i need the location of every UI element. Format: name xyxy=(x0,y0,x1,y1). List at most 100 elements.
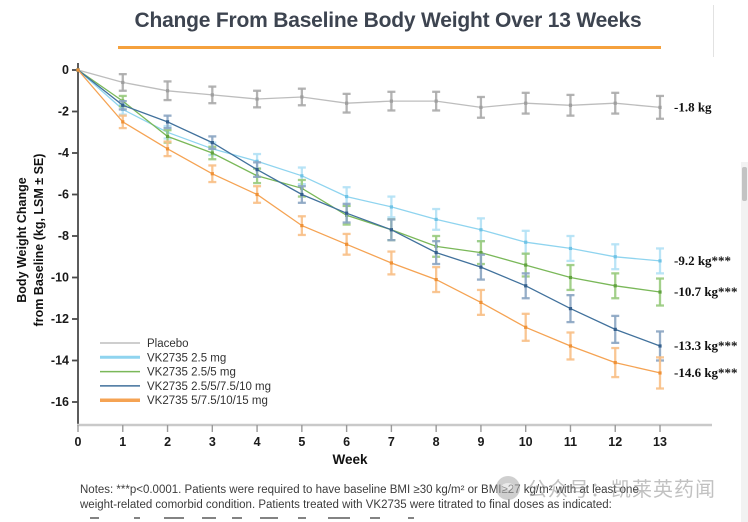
data-point xyxy=(568,275,573,280)
y-axis-title-line-2: from Baseline (kg, LSM ± SE) xyxy=(32,154,46,327)
y-tick-label: -10 xyxy=(51,271,69,285)
y-tick-label: -16 xyxy=(51,395,69,409)
axes: 0-2-4-6-8-10-12-14-160 1 2 3 4 5 6 7 8 9 10 11 12 13W… xyxy=(15,63,712,467)
y-tick-label: -6 xyxy=(58,188,69,202)
wechat-logo-icon xyxy=(496,475,520,500)
end-value-label: -10.7 kg*** xyxy=(674,284,738,299)
data-point xyxy=(210,151,214,155)
data-point xyxy=(524,263,528,267)
data-point xyxy=(479,105,483,109)
y-tick-label: -8 xyxy=(58,229,69,243)
data-point xyxy=(345,242,349,246)
data-point xyxy=(613,284,617,288)
watermark: 公众号：凯莱英药闻 xyxy=(496,473,716,502)
x-tick-label: 1 xyxy=(119,435,126,449)
data-point xyxy=(568,246,573,251)
data-point xyxy=(76,68,80,72)
x-axis-title: Week xyxy=(332,452,368,467)
data-point xyxy=(300,192,304,197)
data-point xyxy=(479,228,483,232)
footnote-line-2: weight-related comorbid condition. Patie… xyxy=(80,499,612,511)
data-point xyxy=(210,172,214,176)
x-tick-label: 12 xyxy=(608,435,622,449)
series-line xyxy=(77,69,661,293)
watermark-text: 公众号：凯莱英药闻 xyxy=(527,479,716,501)
data-point xyxy=(165,147,170,151)
x-tick-label: 3 xyxy=(209,435,216,449)
end-value-label: -1.8 kg xyxy=(674,99,712,114)
x-tick-label: 0 xyxy=(75,435,82,449)
data-point xyxy=(121,120,125,124)
data-point xyxy=(568,307,573,311)
data-point xyxy=(613,327,617,331)
y-tick-label: -4 xyxy=(58,146,69,160)
series-line xyxy=(77,69,661,374)
data-point xyxy=(210,93,214,97)
y-tick-label: 0 xyxy=(62,63,69,77)
data-point xyxy=(524,325,528,329)
data-point xyxy=(658,344,662,348)
legend-label: VK2735 5/7.5/10/15 mg xyxy=(147,395,268,407)
data-point xyxy=(479,265,483,269)
data-point xyxy=(568,103,573,107)
end-value-label: -13.3 kg*** xyxy=(674,338,738,353)
data-point xyxy=(389,99,393,103)
scrollbar-track[interactable] xyxy=(741,162,748,522)
data-point xyxy=(658,290,662,294)
series-line xyxy=(77,69,661,262)
x-tick-label: 13 xyxy=(653,435,667,449)
cutoff-text-fragments xyxy=(90,517,510,521)
x-tick-label: 7 xyxy=(388,435,395,449)
data-point xyxy=(434,217,438,221)
data-point xyxy=(658,259,662,263)
data-point xyxy=(434,277,438,282)
x-tick-label: 11 xyxy=(564,435,577,449)
data-point xyxy=(613,255,617,259)
y-tick-label: -12 xyxy=(51,312,69,326)
end-value-label: -14.6 kg*** xyxy=(674,365,738,380)
y-tick-label: -2 xyxy=(58,105,69,119)
data-point xyxy=(255,97,259,101)
x-tick-label: 5 xyxy=(298,435,305,449)
data-point xyxy=(300,174,304,178)
body-weight-line-chart: 0-2-4-6-8-10-12-14-160 1 2 3 4 5 6 7 8 9 10 11 12 13W… xyxy=(15,63,738,467)
x-tick-label: 8 xyxy=(433,435,440,449)
y-axis-title-line-1: Body Weight Change xyxy=(15,177,29,303)
x-tick-label: 2 xyxy=(164,435,171,449)
series-4: -14.6 kg*** xyxy=(76,68,738,390)
legend-label: VK2735 2.5/5 mg xyxy=(147,367,236,379)
end-value-label: -9.2 kg*** xyxy=(674,253,731,268)
data-point xyxy=(389,228,393,232)
data-point xyxy=(479,300,483,304)
data-point xyxy=(389,205,393,209)
data-point xyxy=(121,80,125,85)
x-tick-label: 10 xyxy=(519,435,533,449)
y-tick-label: -14 xyxy=(51,354,69,368)
data-point xyxy=(524,284,528,288)
data-point xyxy=(300,95,304,99)
data-point xyxy=(658,105,662,109)
series-1: -9.2 kg*** xyxy=(76,68,731,275)
top-right-divider xyxy=(713,5,714,57)
data-point xyxy=(255,192,259,197)
legend: Placebo VK2735 2.5 mg VK2735 2.5/5 mg VK273… xyxy=(100,338,271,407)
data-point xyxy=(568,344,573,348)
series-line xyxy=(77,69,661,109)
data-point xyxy=(613,101,617,105)
data-point xyxy=(165,89,170,93)
data-point xyxy=(345,101,349,105)
data-point xyxy=(389,261,393,265)
series-line xyxy=(77,69,661,347)
data-point xyxy=(658,371,662,375)
x-tick-label: 9 xyxy=(477,435,484,449)
chart-title: Change From Baseline Body Weight Over 13… xyxy=(134,9,642,32)
data-point xyxy=(434,251,438,255)
data-point xyxy=(300,224,304,228)
x-tick-label: 6 xyxy=(343,435,350,449)
title-underline xyxy=(118,46,661,49)
legend-label: VK2735 2.5 mg xyxy=(147,352,226,364)
x-tick-label: 4 xyxy=(254,435,261,449)
series-2: -10.7 kg*** xyxy=(76,68,738,307)
scrollbar-thumb[interactable] xyxy=(742,167,747,201)
legend-label: VK2735 2.5/5/7.5/10 mg xyxy=(147,381,271,393)
